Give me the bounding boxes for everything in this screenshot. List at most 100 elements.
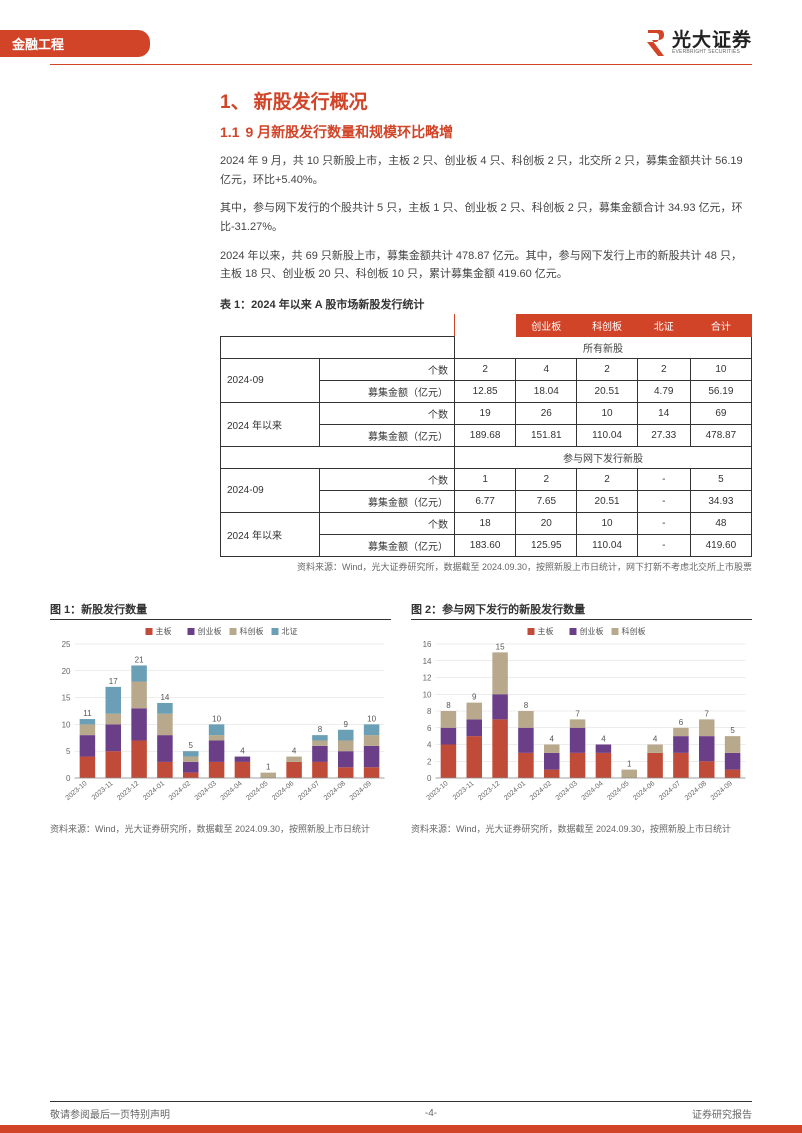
logo-icon	[644, 28, 666, 58]
footer-left: 敬请参阅最后一页特别声明	[50, 1106, 170, 1121]
svg-text:2024-03: 2024-03	[555, 780, 579, 802]
main-content: 1、新股发行概况 1.19 月新股发行数量和规模环比略增 2024 年 9 月，…	[0, 65, 802, 583]
group-online: 参与网下发行新股	[455, 447, 752, 469]
svg-text:2023-10: 2023-10	[65, 780, 89, 802]
svg-text:4: 4	[240, 747, 245, 756]
svg-text:16: 16	[423, 640, 432, 649]
svg-text:5: 5	[66, 747, 71, 756]
page-header: 金融工程 光大证券 EVERBRIGHT SECURITIES	[0, 0, 802, 64]
th-kechuang: 科创板	[577, 315, 637, 337]
svg-text:8: 8	[524, 701, 529, 710]
chart-1-source: 资料来源：Wind，光大证券研究所，数据截至 2024.09.30，按照新股上市…	[50, 822, 391, 835]
svg-text:4: 4	[292, 747, 297, 756]
svg-text:2023-11: 2023-11	[91, 780, 115, 802]
svg-text:2024-08: 2024-08	[684, 780, 708, 802]
page-footer: 敬请参阅最后一页特别声明 -4- 证券研究报告	[0, 1101, 802, 1133]
svg-text:2: 2	[427, 757, 432, 766]
period-ytd: 2024 年以来	[221, 403, 320, 447]
logo-text-cn: 光大证券	[672, 31, 752, 50]
svg-text:6: 6	[427, 724, 432, 733]
svg-text:2024-09: 2024-09	[349, 780, 373, 802]
h2-text: 9 月新股发行数量和规模环比略增	[245, 124, 453, 140]
table-cell: 20.51	[577, 381, 637, 403]
table-cell: 4	[516, 359, 577, 381]
table-cell: 20.51	[577, 491, 637, 513]
svg-text:7: 7	[575, 710, 580, 719]
table-cell: 2	[516, 469, 577, 491]
th-chuangye: 创业板	[516, 315, 577, 337]
table-cell: 19	[455, 403, 516, 425]
heading-2: 1.19 月新股发行数量和规模环比略增	[220, 122, 752, 142]
metric-count: 个数	[319, 359, 454, 381]
svg-text:15: 15	[496, 643, 505, 652]
svg-text:2024-05: 2024-05	[245, 780, 269, 802]
table-cell: 5	[690, 469, 751, 491]
svg-text:5: 5	[189, 741, 194, 750]
svg-text:2023-12: 2023-12	[116, 780, 140, 802]
table-cell: 18	[455, 513, 516, 535]
chart-2-block: 图 2：参与网下发行的新股发行数量 0246810121416主板创业板科创板8…	[411, 601, 752, 835]
svg-text:创业板: 创业板	[198, 626, 222, 636]
svg-text:21: 21	[135, 656, 144, 665]
table-cell: 419.60	[690, 535, 751, 557]
table-cell: 1	[455, 469, 516, 491]
logo-text-en: EVERBRIGHT SECURITIES	[672, 50, 752, 55]
stats-table: 主板 创业板 科创板 北证 合计 所有新股 2024-09 个数 2 4 2 2…	[220, 314, 752, 557]
table-head-row: 主板 创业板 科创板 北证 合计	[221, 315, 752, 337]
svg-text:25: 25	[62, 640, 71, 649]
table-cell: 189.68	[455, 425, 516, 447]
table-cell: 26	[516, 403, 577, 425]
svg-text:12: 12	[423, 674, 432, 683]
svg-text:主板: 主板	[538, 626, 554, 636]
svg-text:2023-12: 2023-12	[477, 780, 501, 802]
svg-text:科创板: 科创板	[622, 626, 646, 636]
svg-text:2024-06: 2024-06	[271, 780, 295, 802]
table-cell: 20	[516, 513, 577, 535]
svg-text:9: 9	[472, 693, 477, 702]
table-cell: 2	[577, 359, 637, 381]
table-cell: 7.65	[516, 491, 577, 513]
svg-text:2024-01: 2024-01	[503, 780, 527, 802]
h1-number: 1、	[220, 92, 250, 113]
svg-text:2024-03: 2024-03	[194, 780, 218, 802]
svg-text:创业板: 创业板	[580, 626, 604, 636]
svg-text:4: 4	[653, 735, 658, 744]
svg-text:4: 4	[550, 735, 555, 744]
svg-text:2024-01: 2024-01	[142, 780, 166, 802]
svg-text:2024-05: 2024-05	[606, 780, 630, 802]
table-cell: 2	[577, 469, 637, 491]
table-cell: -	[637, 535, 690, 557]
table-cell: 14	[637, 403, 690, 425]
footer-bar	[0, 1125, 802, 1133]
chart-2-source: 资料来源：Wind，光大证券研究所，数据截至 2024.09.30，按照新股上市…	[411, 822, 752, 835]
table-cell: 2024 年以来	[221, 513, 320, 557]
svg-text:10: 10	[423, 690, 432, 699]
svg-text:1: 1	[627, 760, 632, 769]
table-cell: 募集金额（亿元）	[319, 491, 454, 513]
paragraph-1: 2024 年 9 月，共 10 只新股上市，主板 2 只、创业板 4 只、科创板…	[220, 152, 752, 189]
table-cell: 69	[690, 403, 751, 425]
brand-logo: 光大证券 EVERBRIGHT SECURITIES	[644, 28, 752, 58]
table-cell: -	[637, 491, 690, 513]
svg-text:0: 0	[66, 774, 71, 783]
table-cell: 12.85	[455, 381, 516, 403]
table-cell: -	[637, 513, 690, 535]
table-cell: 2	[455, 359, 516, 381]
svg-text:10: 10	[62, 721, 71, 730]
svg-text:2024-04: 2024-04	[581, 780, 605, 802]
table-cell: 183.60	[455, 535, 516, 557]
table-cell: 个数	[319, 403, 454, 425]
paragraph-3: 2024 年以来，共 69 只新股上市，募集金额共计 478.87 亿元。其中，…	[220, 247, 752, 284]
svg-text:14: 14	[423, 657, 432, 666]
svg-text:2023-10: 2023-10	[426, 780, 450, 802]
svg-text:7: 7	[705, 710, 710, 719]
svg-text:北证: 北证	[282, 627, 298, 636]
svg-text:4: 4	[427, 741, 432, 750]
table-cell: 48	[690, 513, 751, 535]
chart-2-title: 图 2：参与网下发行的新股发行数量	[411, 601, 752, 620]
chart-2-svg: 0246810121416主板创业板科创板82023-1092023-11152…	[411, 626, 752, 816]
svg-text:主板: 主板	[156, 626, 172, 636]
svg-text:5: 5	[730, 726, 735, 735]
svg-text:2023-11: 2023-11	[452, 780, 476, 802]
table-cell: 151.81	[516, 425, 577, 447]
